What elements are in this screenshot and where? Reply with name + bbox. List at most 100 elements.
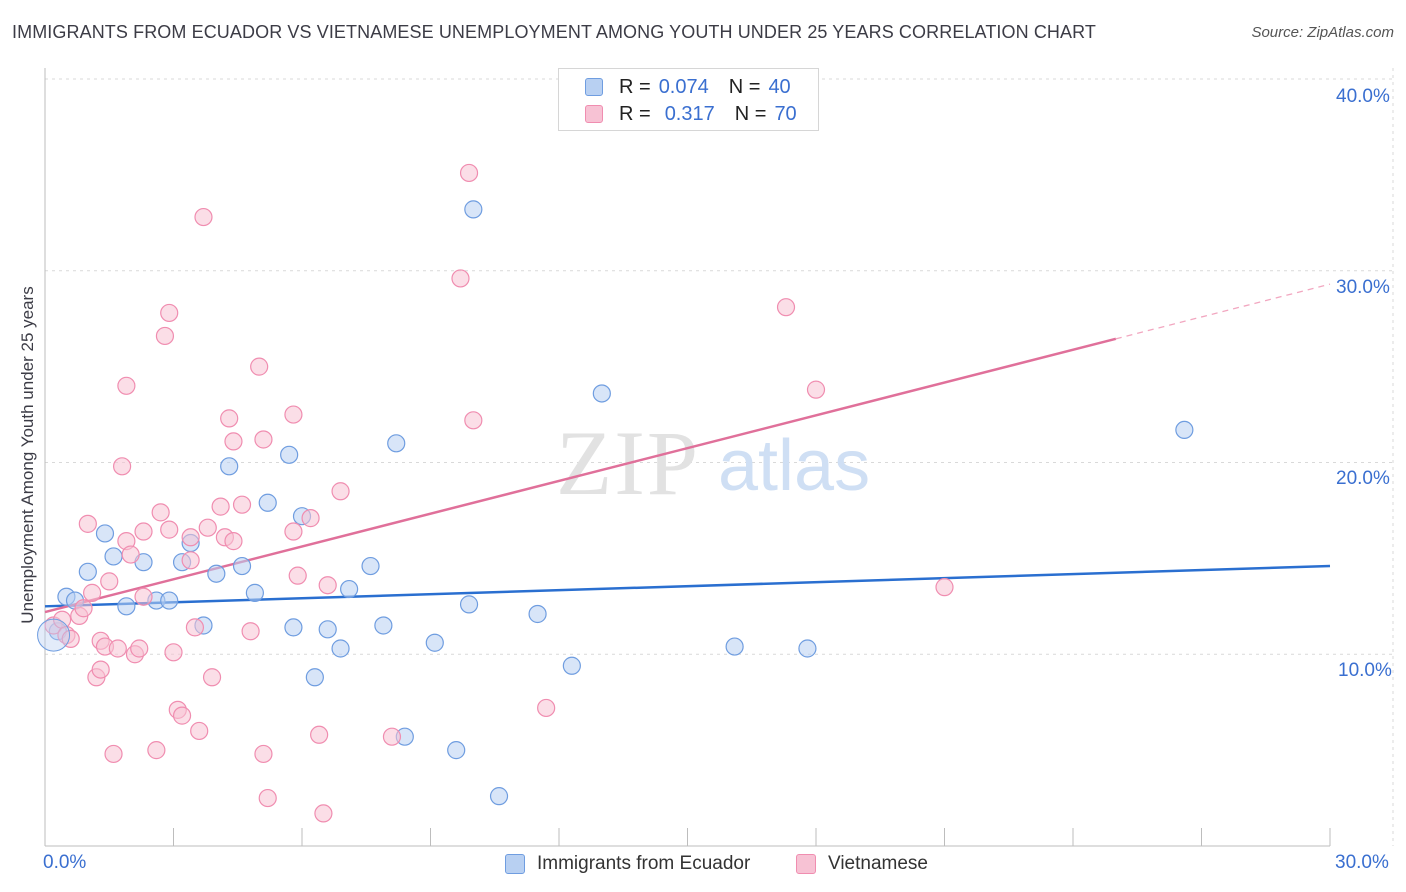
ecuador-point-4: [95, 524, 115, 543]
r-label: R =: [619, 75, 651, 98]
legend-swatch-vietnamese: [585, 105, 603, 123]
ecuador-point-23: [331, 639, 350, 658]
vietnamese-point-51: [288, 566, 307, 585]
vietnamese-point-48: [258, 788, 277, 808]
vietnamese-point-52: [301, 509, 320, 528]
stats-row-vietnamese: R = 0.317 N = 70: [585, 102, 797, 126]
legend-label-ecuador: Immigrants from Ecuador: [537, 853, 751, 874]
x-tick-label-min: 0.0%: [43, 852, 87, 873]
stats-legend: R = 0.074 N = 40 R = 0.317 N = 70: [558, 68, 819, 131]
y-tick-label-20: 20.0%: [1336, 468, 1390, 489]
r-value: 0.317: [664, 102, 715, 125]
data-points: [37, 163, 1194, 823]
ecuador-point-14: [220, 457, 239, 476]
vietnamese-point-36: [198, 518, 217, 537]
ecuador-point-24: [340, 579, 359, 599]
watermark: ZIP atlas: [556, 412, 870, 514]
ecuador-point-21: [305, 668, 324, 687]
ecuador-point-33: [489, 787, 509, 806]
vietnamese-point-5: [74, 599, 93, 618]
stats-row-ecuador: R = 0.074 N = 40: [585, 75, 791, 99]
ecuador-point-39: [1175, 420, 1194, 440]
vietnamese-point-14: [108, 639, 127, 658]
y-tick-label-10: 10.0%: [1338, 660, 1392, 681]
ecuador-point-16: [245, 583, 264, 602]
vietnamese-point-13: [104, 744, 123, 764]
ecuador-point-17: [258, 493, 277, 512]
legend-swatch-ecuador: [585, 78, 603, 96]
watermark-atlas: atlas: [718, 426, 870, 506]
vietnamese-point-35: [194, 207, 213, 227]
ecuador-point-9: [160, 591, 179, 610]
ecuador-point-13: [207, 564, 226, 583]
vietnamese-point-23: [147, 741, 166, 760]
ecuador-point-32: [464, 200, 483, 219]
axes: [44, 68, 1331, 847]
vietnamese-point-64: [935, 578, 954, 597]
trend-line-extension-1: [1115, 283, 1331, 340]
vietnamese-point-32: [181, 551, 200, 570]
legend-swatch-ecuador: [505, 854, 525, 874]
vietnamese-point-58: [451, 269, 470, 288]
ecuador-point-22: [318, 620, 337, 639]
vietnamese-point-28: [164, 643, 183, 662]
vietnamese-point-49: [284, 405, 303, 424]
ecuador-point-3: [78, 562, 97, 581]
vietnamese-point-62: [776, 298, 796, 317]
ecuador-point-31: [459, 595, 479, 614]
legend-swatch-vietnamese: [796, 854, 816, 874]
vietnamese-point-6: [78, 514, 97, 533]
ecuador-point-38: [798, 639, 817, 658]
vietnamese-point-37: [202, 668, 222, 687]
ecuador-point-37: [725, 637, 744, 656]
vietnamese-point-22: [134, 522, 153, 541]
vietnamese-point-18: [121, 545, 140, 564]
vietnamese-point-43: [232, 495, 252, 514]
ecuador-point-6: [117, 597, 136, 616]
n-label: N =: [728, 75, 761, 98]
vietnamese-point-7: [83, 583, 102, 602]
vietnamese-point-27: [160, 520, 179, 539]
vietnamese-point-38: [211, 497, 230, 516]
vietnamese-point-54: [314, 804, 333, 823]
ecuador-point-36: [592, 384, 611, 403]
vietnamese-point-34: [190, 721, 209, 741]
ecuador-point-26: [374, 616, 393, 635]
ecuador-point-30: [447, 741, 466, 760]
vietnamese-point-12: [100, 572, 119, 591]
vietnamese-point-16: [117, 376, 136, 395]
vietnamese-point-21: [134, 587, 153, 606]
vietnamese-point-41: [224, 432, 243, 451]
ecuador-point-29: [425, 633, 444, 652]
vietnamese-point-42: [224, 532, 243, 551]
y-tick-label-40: 40.0%: [1336, 86, 1390, 107]
vietnamese-point-45: [250, 357, 269, 376]
vietnamese-point-31: [181, 528, 200, 547]
vietnamese-point-30: [172, 706, 192, 725]
legend-label-vietnamese: Vietnamese: [828, 853, 928, 874]
vietnamese-point-26: [160, 303, 179, 323]
vietnamese-point-20: [130, 639, 149, 658]
r-label: R =: [619, 102, 651, 125]
vietnamese-point-56: [331, 482, 350, 501]
vietnamese-point-33: [185, 618, 205, 637]
legend-item-ecuador[interactable]: Immigrants from Ecuador: [505, 852, 750, 876]
vietnamese-point-55: [318, 576, 337, 595]
ecuador-point-34: [528, 604, 547, 624]
ecuador-point-35: [562, 656, 581, 675]
vietnamese-point-3: [61, 629, 80, 649]
source-label: Source: ZipAtlas.com: [1251, 24, 1394, 41]
chart-title: IMMIGRANTS FROM ECUADOR VS VIETNAMESE UN…: [12, 22, 1096, 42]
ecuador-point-27: [387, 434, 406, 453]
vietnamese-point-46: [254, 430, 273, 449]
vietnamese-point-63: [806, 380, 826, 399]
origin-cluster-point: [37, 618, 71, 652]
y-tick-label-30: 30.0%: [1336, 277, 1390, 298]
vietnamese-point-47: [254, 744, 273, 764]
n-label: N =: [734, 102, 767, 125]
legend-item-vietnamese[interactable]: Vietnamese: [796, 852, 928, 876]
vietnamese-point-59: [459, 163, 479, 183]
vietnamese-point-57: [382, 727, 402, 746]
vietnamese-point-40: [220, 409, 239, 428]
ecuador-point-18: [280, 445, 299, 464]
